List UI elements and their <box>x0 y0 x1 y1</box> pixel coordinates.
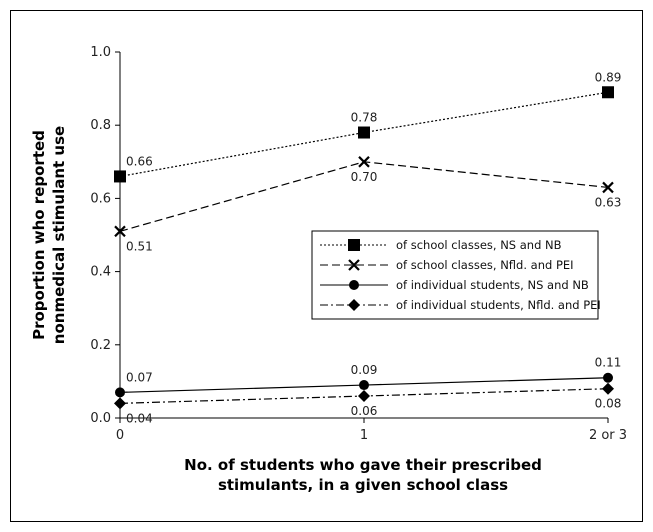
legend-item: of school classes, Nfld. and PEI <box>320 258 574 272</box>
x-axis-label-line-1: No. of students who gave their prescribe… <box>184 456 542 474</box>
data-label: 0.89 <box>595 70 622 84</box>
data-label: 0.66 <box>126 154 153 168</box>
data-point-marker <box>114 225 126 238</box>
legend-item: of individual students, Nfld. and PEI <box>320 298 601 312</box>
legend-label: of individual students, Nfld. and PEI <box>396 298 601 312</box>
legend-marker <box>349 280 359 290</box>
series-4: 0.04 0.06 0.08 <box>114 382 622 425</box>
data-point-marker <box>359 380 369 391</box>
legend-box <box>311 230 599 320</box>
data-label: 0.63 <box>595 195 622 209</box>
data-label: 0.07 <box>126 370 153 384</box>
x-tick-label: 0 <box>116 428 124 443</box>
legend: of school classes, NS and NB of school cl… <box>311 230 601 320</box>
series-1: 0.66 0.78 0.89 <box>114 70 622 183</box>
data-label: 0.78 <box>351 111 378 125</box>
legend-marker <box>348 299 360 311</box>
x-tick-label: 2 or 3 <box>589 428 627 443</box>
y-tick-label: 0.0 <box>90 411 111 426</box>
data-point-marker <box>114 170 126 183</box>
data-point-marker <box>602 382 614 395</box>
legend-item: of school classes, NS and NB <box>320 238 562 252</box>
data-point-marker <box>358 126 370 139</box>
data-label: 0.09 <box>351 363 378 377</box>
legend-label: of school classes, Nfld. and PEI <box>396 258 574 272</box>
data-label: 0.11 <box>595 356 622 370</box>
data-point-marker <box>602 181 614 194</box>
y-tick-label: 0.4 <box>90 265 111 280</box>
data-label: 0.08 <box>595 397 622 411</box>
legend-item: of individual students, NS and NB <box>320 278 589 292</box>
x-tick-label: 1 <box>360 428 368 443</box>
data-label: 0.51 <box>126 239 153 253</box>
legend-label: of school classes, NS and NB <box>396 238 562 252</box>
axes: 0.0 0.2 0.4 0.6 0.8 1.0 0 1 2 or 3 <box>90 45 627 443</box>
data-point-marker <box>603 372 613 383</box>
data-point-marker <box>358 390 370 403</box>
data-point-marker <box>114 397 126 410</box>
data-point-marker <box>602 86 614 99</box>
data-label: 0.70 <box>351 170 378 184</box>
data-label: 0.06 <box>351 404 378 418</box>
y-axis-label-line-2: nonmedical stimulant use <box>50 126 68 344</box>
legend-marker <box>348 239 360 251</box>
series-layer: 0.66 0.78 0.89 0.51 0.70 0.63 0.07 0.09 0.11 0.04… <box>114 70 621 425</box>
data-point-marker <box>115 387 125 398</box>
y-tick-label: 0.8 <box>90 118 111 133</box>
series-3: 0.07 0.09 0.11 <box>115 356 621 398</box>
data-label: 0.04 <box>126 411 153 425</box>
series-line <box>119 91 609 178</box>
data-point-marker <box>358 156 370 168</box>
legend-marker <box>348 259 360 271</box>
y-tick-label: 0.2 <box>90 338 111 353</box>
y-tick-label: 1.0 <box>90 45 111 60</box>
y-axis-label-line-1: Proportion who reported <box>30 130 48 340</box>
series-2: 0.51 0.70 0.63 <box>114 156 622 253</box>
legend-label: of individual students, NS and NB <box>396 278 589 292</box>
x-axis-label-line-2: stimulants, in a given school class <box>218 476 508 494</box>
y-tick-label: 0.6 <box>90 191 111 206</box>
